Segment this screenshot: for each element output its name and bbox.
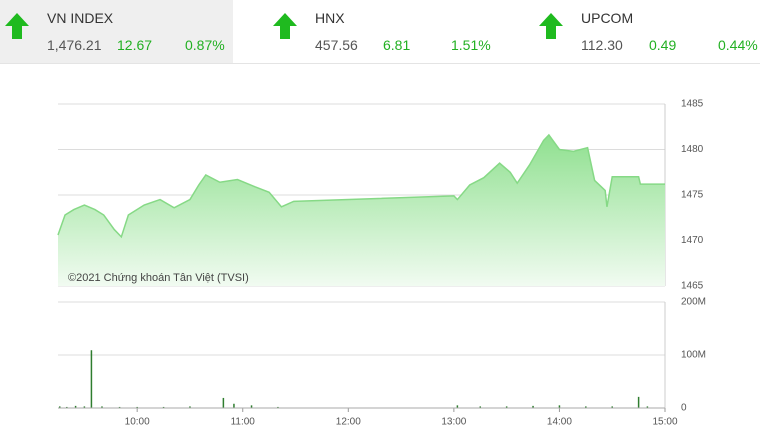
volume-bar (136, 406, 138, 408)
volume-bar (118, 406, 121, 408)
volume-bar (162, 406, 165, 408)
volume-bar (646, 406, 649, 408)
y-tick-label: 0 (681, 403, 687, 414)
up-arrow (5, 13, 29, 39)
x-tick-label: 10:00 (125, 417, 150, 428)
x-tick-label: 15:00 (652, 417, 677, 428)
index-value: 457.56 (315, 37, 358, 53)
volume-bar (456, 405, 459, 408)
volume-bar (532, 405, 534, 408)
volume-bar (189, 406, 191, 408)
y-tick-label: 100M (681, 350, 706, 361)
annotation: ©2021 Chứng khoán Tân Việt (TVSI) (68, 272, 249, 284)
volume-bar (585, 406, 587, 408)
index-header: VN INDEX 1,476.21 12.67 0.87% HNX 457.56… (0, 0, 760, 64)
index-change: 12.67 (117, 37, 153, 53)
area-fill (58, 134, 665, 286)
index-percent: 0.87% (185, 37, 225, 53)
up-arrow (539, 13, 563, 39)
volume-bar (637, 396, 640, 408)
y-tick-label: 1480 (681, 144, 704, 155)
y-tick-label: 1485 (681, 99, 704, 110)
index-percent: 0.44% (718, 37, 758, 53)
index-card[interactable]: HNX 457.56 6.81 1.51% (268, 0, 500, 63)
x-tick-label: 12:00 (336, 417, 361, 428)
index-change: 0.49 (649, 37, 677, 53)
y-tick-label: 200M (681, 297, 706, 308)
volume-bar (505, 406, 508, 408)
volume-bar (558, 405, 561, 408)
index-card[interactable]: UPCOM 112.30 0.49 0.44% (534, 0, 760, 63)
volume-bar (222, 397, 225, 408)
index-percent: 1.51% (451, 37, 491, 53)
volume-bar (250, 405, 253, 408)
volume-bar (233, 403, 235, 408)
x-tick-label: 13:00 (441, 417, 466, 428)
volume-bar (66, 406, 68, 408)
volume-bar (277, 406, 279, 408)
volume-bar (479, 406, 482, 408)
x-tick-label: 11:00 (231, 417, 256, 428)
volume-bar (59, 406, 61, 408)
volume-bar (90, 350, 93, 408)
index-change: 6.81 (383, 37, 411, 53)
y-tick-label: 1475 (681, 190, 704, 201)
volume-bar (74, 405, 77, 408)
index-value: 112.30 (581, 37, 623, 53)
index-value: 1,476.21 (47, 37, 102, 53)
index-name: HNX (315, 10, 345, 26)
y-tick-label: 1465 (681, 281, 704, 292)
index-name: VN INDEX (47, 10, 114, 26)
volume-bar (83, 406, 86, 408)
index-card[interactable]: VN INDEX 1,476.21 12.67 0.87% (0, 0, 233, 63)
volume-bar (611, 406, 613, 408)
y-tick-label: 1470 (681, 235, 704, 246)
volume-bar (101, 406, 103, 408)
index-name: UPCOM (581, 10, 634, 26)
price-line (57, 133, 665, 239)
up-arrow (273, 13, 297, 39)
x-tick-label: 14:00 (547, 417, 572, 428)
